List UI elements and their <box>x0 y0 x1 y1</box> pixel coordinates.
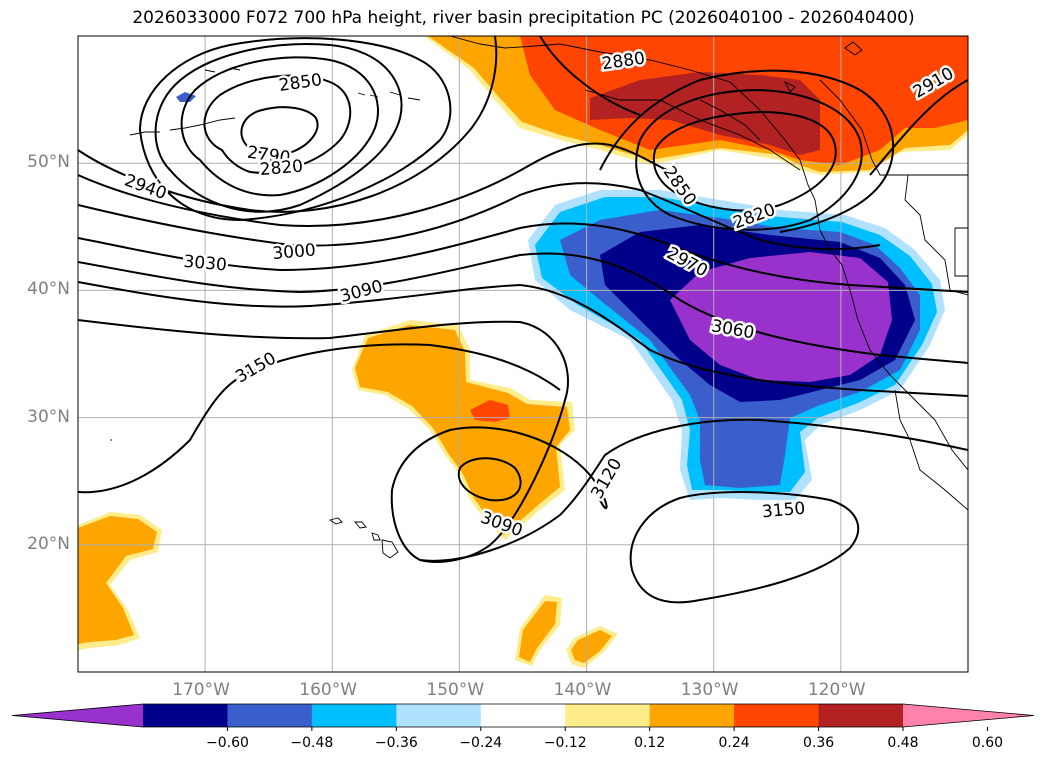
colorbar-tick-label: −0.48 <box>290 735 334 751</box>
contour-2820-west <box>203 74 352 174</box>
contour-2850-west <box>180 56 379 197</box>
colorbar-segment <box>143 704 228 727</box>
contour-3150-west <box>78 343 561 494</box>
colorbar-tick-label: 0.48 <box>887 735 919 751</box>
contour-label: 3030 <box>183 252 228 276</box>
lat-label: 50°N <box>27 152 70 173</box>
contour-3120 <box>78 319 608 563</box>
contour-label: 3150 <box>761 499 806 523</box>
colorbar-segment <box>818 704 904 727</box>
colorbar-outline <box>11 703 1035 728</box>
contour-3000 <box>78 182 881 251</box>
contour-2970 <box>78 142 681 227</box>
shade-west-positive-orange <box>78 516 157 644</box>
contour-2880-west <box>154 43 403 213</box>
lon-label: 150°W <box>426 680 485 700</box>
contour-3090-hawaii <box>457 457 522 502</box>
map-frame <box>77 35 969 673</box>
lon-label: 170°W <box>172 680 230 700</box>
height-contours <box>78 36 968 604</box>
contour-3060 <box>78 252 968 364</box>
figure-title: 2026033000 F072 700 hPa height, river ba… <box>132 8 915 28</box>
lat-label: 40°N <box>27 279 70 300</box>
colorbar-segment <box>227 704 313 727</box>
contour-3150-south <box>629 491 860 604</box>
colorbar <box>11 703 1035 731</box>
shade-hawaii-positive-orange <box>355 325 570 535</box>
colorbar-tick-label: 0.24 <box>718 735 750 751</box>
colorbar-tick-label: 0.36 <box>802 735 835 751</box>
lon-label: 130°W <box>680 680 739 700</box>
colorbar-tick-label: −0.24 <box>459 735 503 751</box>
contour-3030 <box>78 222 968 293</box>
colorbar-extend-high <box>903 704 1034 727</box>
lat-label: 30°N <box>27 406 70 427</box>
colorbar-segment <box>565 704 651 727</box>
shade-hawaii-positive-red <box>470 400 510 422</box>
contour-label: 2820 <box>259 156 304 180</box>
contour-2910-east <box>539 36 968 176</box>
contour-label: 3000 <box>272 240 317 264</box>
lat-label: 20°N <box>27 533 70 554</box>
colorbar-segment <box>649 704 735 727</box>
colorbar-extend-low <box>12 704 143 727</box>
colorbar-segment <box>311 704 397 727</box>
shade-north-positive-darkred <box>590 72 820 155</box>
contour-3120-south <box>419 418 968 562</box>
lon-label: 140°W <box>553 680 612 700</box>
colorbar-tick-label: −0.36 <box>374 735 418 751</box>
colorbar-tick-label: −0.60 <box>205 735 249 751</box>
contour-2910 <box>138 37 452 222</box>
contour-3090 <box>78 281 968 397</box>
shade-south-positive-blob2-inner <box>571 630 612 663</box>
colorbar-segment <box>480 704 566 727</box>
contour-2820-east <box>652 110 837 212</box>
colorbar-segment <box>734 704 820 727</box>
contour-2940 <box>78 36 498 213</box>
colorbar-tick-label: −0.12 <box>543 735 587 751</box>
colorbar-segment <box>396 704 482 727</box>
contour-2880-east <box>599 69 895 233</box>
lon-label: 160°W <box>299 680 358 700</box>
contour-2850-east <box>635 88 863 231</box>
shade-south-positive-blob1-inner <box>519 601 557 662</box>
colorbar-tick-label: 0.12 <box>634 735 666 751</box>
contour-2790 <box>240 106 319 156</box>
lon-label: 120°W <box>807 680 866 700</box>
colorbar-tick-label: 0.60 <box>971 735 1004 751</box>
